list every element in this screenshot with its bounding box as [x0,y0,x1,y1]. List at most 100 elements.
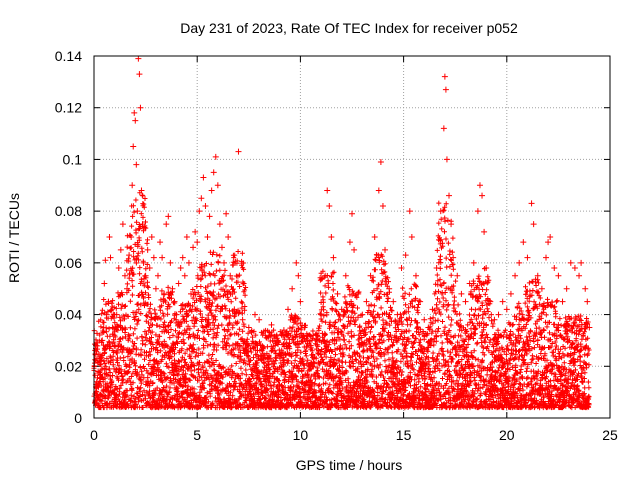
data-point [177,265,184,272]
data-point [140,259,147,266]
data-point [210,169,217,176]
data-point [227,272,234,279]
data-point [528,200,535,207]
data-point [138,187,145,194]
data-point [121,272,128,279]
data-point [181,272,188,279]
data-point [454,272,461,279]
data-point [144,246,151,253]
data-point [359,311,366,318]
data-point [152,285,159,292]
data-point [106,234,113,240]
data-point [326,202,333,209]
data-point [128,234,135,240]
data-point [379,202,386,209]
data-point [150,254,157,261]
data-point [293,259,300,266]
data-point [245,324,252,331]
data-point [148,234,155,240]
data-point [507,290,514,297]
data-point [543,254,550,261]
data-point [124,285,131,292]
data-point [394,311,401,318]
grid [94,56,610,418]
data-point [547,234,554,240]
y-tick-label: 0.04 [55,307,82,323]
data-point [194,239,201,246]
data-point [346,239,353,246]
data-point [142,272,149,279]
data-point [377,159,384,166]
data-point [223,210,230,217]
data-point [442,86,449,93]
y-tick-label: 0.06 [55,255,82,271]
data-point [274,337,281,344]
data-point [289,285,296,292]
data-point [146,265,153,272]
data-point [349,210,355,217]
data-point [97,358,104,365]
y-tick-label: 0 [74,410,82,426]
data-point [318,311,325,318]
data-point [239,316,246,323]
data-point [295,272,302,279]
data-point [126,252,133,259]
data-point [136,71,143,78]
data-point [251,311,258,318]
data-point [481,228,488,235]
data-point [520,239,527,246]
data-point [113,311,120,318]
data-point [133,161,140,168]
data-point [334,290,341,297]
data-point [179,254,186,261]
data-point [433,265,440,272]
data-point [208,187,215,194]
data-point [551,265,558,272]
data-point [115,265,122,272]
data-point [214,182,221,189]
data-point [437,208,444,215]
data-point [235,148,242,155]
data-point [417,298,424,305]
data-point [524,254,531,261]
y-tick-label: 0.14 [55,48,82,64]
data-point [371,234,378,240]
data-point [280,327,287,334]
data-point [448,221,455,228]
data-point [450,254,457,261]
data-point [584,298,591,305]
data-point [512,272,519,279]
data-point [491,316,498,323]
data-point [495,311,502,318]
data-point [196,208,203,215]
data-point [131,109,138,116]
data-point [534,272,541,279]
data-point [198,195,205,202]
data-point [586,324,593,331]
data-point [402,252,409,259]
data-point [408,234,415,240]
data-point [382,246,389,253]
data-point [119,221,126,228]
data-point [262,332,269,339]
data-point [165,213,172,220]
data-point [446,192,453,199]
y-tick-label: 0.12 [55,100,82,116]
y-tick-label: 0.02 [55,358,82,374]
data-point [516,259,523,266]
data-point [157,239,164,246]
data-point [367,272,374,279]
data-point [443,156,450,163]
data-point [301,324,308,331]
data-point [132,117,139,124]
data-point [161,290,168,297]
data-point [169,285,176,292]
data-point [466,280,473,287]
data-point [167,259,174,266]
data-point [188,290,195,297]
data-point [421,316,428,323]
data-point [159,254,166,261]
data-point [375,187,382,194]
data-point [229,290,236,297]
x-tick-label: 15 [396,427,412,443]
